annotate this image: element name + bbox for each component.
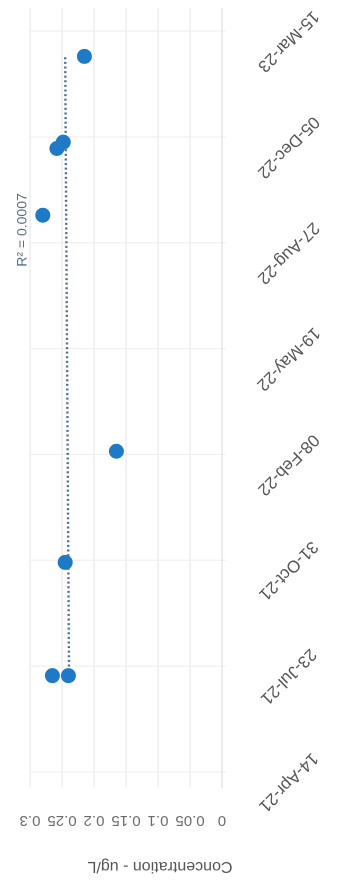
value-tick-label: 0.2 [84, 812, 105, 829]
grid [29, 8, 226, 788]
value-tick-label: 0 [218, 812, 226, 829]
value-tick-label: 0.15 [111, 812, 140, 829]
date-tick-label: 19-May-22 [253, 324, 324, 395]
r-squared-annotation: R² = 0.0007 [14, 193, 30, 267]
data-point [108, 443, 124, 459]
value-tick-label: 0.05 [175, 812, 204, 829]
data-point [44, 668, 60, 684]
data-point [57, 554, 73, 570]
value-tick-label: 0.1 [148, 812, 169, 829]
value-axis-title: Concentration - ug/L [87, 858, 232, 875]
data-point [55, 134, 71, 150]
date-tick-label: 05-Dec-22 [254, 113, 324, 183]
value-tick-label: 0.3 [20, 812, 41, 829]
date-tick-label: 27-Aug-22 [254, 219, 324, 289]
date-tick-label: 15-Mar-23 [254, 7, 323, 76]
data-point [35, 207, 51, 223]
date-tick-label: 14-Apr-21 [255, 749, 322, 816]
data-point [60, 668, 76, 684]
date-tick-label: 31-Oct-21 [255, 538, 322, 605]
date-tick-label: 23-Jul-21 [257, 645, 321, 709]
date-tick-label: 08-Feb-22 [254, 431, 323, 500]
data-point [76, 48, 92, 64]
trendline [64, 56, 71, 676]
value-tick-label: 0.25 [47, 812, 76, 829]
